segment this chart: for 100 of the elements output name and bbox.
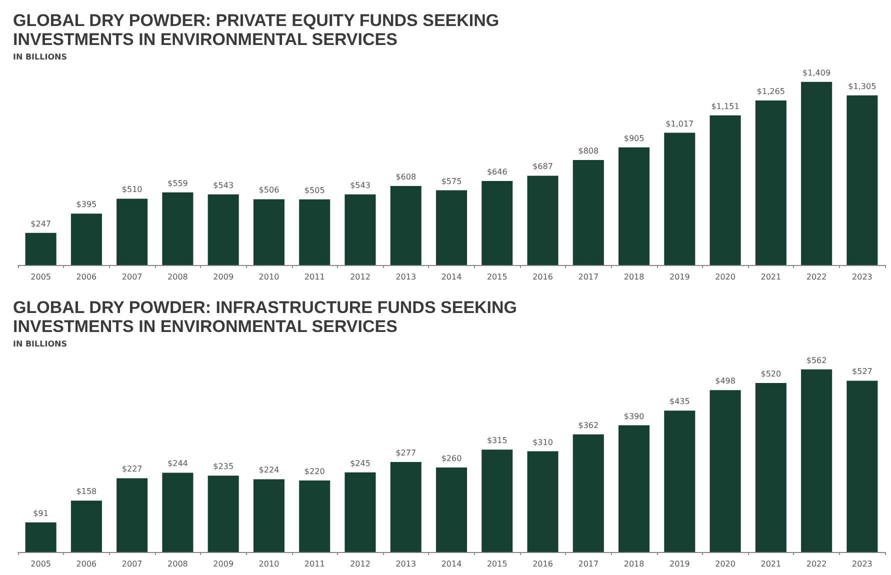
x-tick-label: 2008 xyxy=(168,272,188,282)
x-tick-label: 2017 xyxy=(578,560,599,568)
bar xyxy=(801,82,832,265)
bar xyxy=(344,472,376,552)
data-label: $498 xyxy=(715,376,736,386)
x-tick-label: 2020 xyxy=(715,272,736,282)
data-label: $235 xyxy=(213,462,234,472)
bar xyxy=(755,383,786,552)
data-label: $247 xyxy=(30,219,51,228)
data-label: $506 xyxy=(258,186,280,195)
bar xyxy=(344,194,376,265)
x-tick-label: 2007 xyxy=(122,272,142,282)
data-label: $575 xyxy=(441,176,462,186)
bar xyxy=(572,434,604,552)
x-tick-label: 2015 xyxy=(486,272,508,282)
data-label: $687 xyxy=(532,162,553,172)
data-label: $227 xyxy=(122,464,142,474)
x-tick-label: 2005 xyxy=(30,560,51,568)
data-label: $1,305 xyxy=(848,82,876,91)
x-tick-label: 2015 xyxy=(486,560,508,568)
x-tick-label: 2007 xyxy=(122,560,142,568)
x-tick-label: 2011 xyxy=(304,560,325,568)
bar xyxy=(664,410,696,552)
data-label: $562 xyxy=(806,356,827,365)
bar xyxy=(846,380,878,552)
bar xyxy=(299,199,330,265)
data-label: $362 xyxy=(578,420,599,430)
x-tick-label: 2010 xyxy=(258,272,280,282)
bar xyxy=(25,232,56,265)
bar xyxy=(755,100,786,265)
data-label: $559 xyxy=(168,178,188,188)
data-label: $520 xyxy=(760,370,782,378)
data-label: $1,151 xyxy=(711,102,740,111)
x-tick-label: 2014 xyxy=(441,560,462,568)
data-label: $224 xyxy=(258,466,280,475)
data-label: $310 xyxy=(532,438,553,447)
data-label: $543 xyxy=(213,180,234,190)
data-label: $277 xyxy=(396,448,416,458)
x-tick-label: 2011 xyxy=(304,272,325,282)
bar xyxy=(390,186,422,265)
data-label: $1,265 xyxy=(756,87,785,96)
data-label: $510 xyxy=(122,185,142,194)
x-tick-label: 2021 xyxy=(760,272,782,282)
bar xyxy=(572,160,604,265)
bar xyxy=(527,176,558,265)
data-label: $608 xyxy=(396,172,416,182)
x-tick-label: 2017 xyxy=(578,272,599,282)
bar xyxy=(70,500,102,552)
chart-subtitle: IN BILLIONS xyxy=(13,340,68,348)
x-tick-label: 2023 xyxy=(852,560,872,568)
x-tick-label: 2009 xyxy=(213,272,234,282)
x-tick-label: 2013 xyxy=(396,560,416,568)
x-tick-label: 2005 xyxy=(30,272,51,282)
bar xyxy=(116,198,148,265)
data-label: $543 xyxy=(350,180,370,190)
bar xyxy=(846,95,878,265)
x-tick-label: 2022 xyxy=(806,272,827,282)
bar xyxy=(527,451,558,552)
x-tick-label: 2006 xyxy=(76,560,97,568)
data-label: $505 xyxy=(304,186,325,195)
x-tick-label: 2016 xyxy=(532,272,553,282)
bar xyxy=(390,462,422,552)
data-label: $220 xyxy=(304,467,325,476)
x-tick-label: 2008 xyxy=(168,560,188,568)
bar xyxy=(208,194,239,265)
x-tick-label: 2019 xyxy=(669,272,690,282)
x-tick-label: 2013 xyxy=(396,272,416,282)
x-tick-label: 2006 xyxy=(76,272,97,282)
bar xyxy=(162,192,194,265)
chart-subtitle: IN BILLIONS xyxy=(13,52,68,62)
x-tick-label: 2012 xyxy=(350,272,370,282)
bar xyxy=(208,476,239,552)
x-tick-label: 2019 xyxy=(669,560,690,568)
bar xyxy=(70,214,102,265)
chart-title: GLOBAL DRY POWDER: PRIVATE EQUITY FUNDS SEEKING INVESTMENTS IN ENVIRONMENTAL SERVICES xyxy=(13,11,500,49)
bar xyxy=(482,450,513,552)
x-tick-label: 2020 xyxy=(715,560,736,568)
data-label: $1,409 xyxy=(802,68,831,78)
x-tick-label: 2012 xyxy=(350,560,370,568)
x-tick-label: 2018 xyxy=(624,560,644,568)
data-label: $315 xyxy=(486,436,508,446)
data-label: $91 xyxy=(33,508,48,518)
chart-title: GLOBAL DRY POWDER: INFRASTRUCTURE FUNDS SEEKING INVESTMENTS IN ENVIRONMENTAL SERVICES xyxy=(13,298,518,336)
data-label: $244 xyxy=(168,459,188,468)
data-label: $245 xyxy=(350,458,370,468)
x-tick-label: 2009 xyxy=(213,560,234,568)
bar xyxy=(801,369,832,552)
data-label: $260 xyxy=(441,454,462,463)
bar xyxy=(253,479,284,552)
bar xyxy=(25,522,56,552)
bar xyxy=(162,472,194,552)
data-label: $646 xyxy=(486,168,508,177)
data-label: $905 xyxy=(624,134,644,143)
bar xyxy=(710,115,741,265)
x-tick-label: 2018 xyxy=(624,272,644,282)
bar xyxy=(664,132,696,265)
data-label: $390 xyxy=(624,412,644,421)
bar xyxy=(710,390,741,552)
data-label: $527 xyxy=(852,367,872,376)
x-tick-label: 2016 xyxy=(532,560,553,568)
